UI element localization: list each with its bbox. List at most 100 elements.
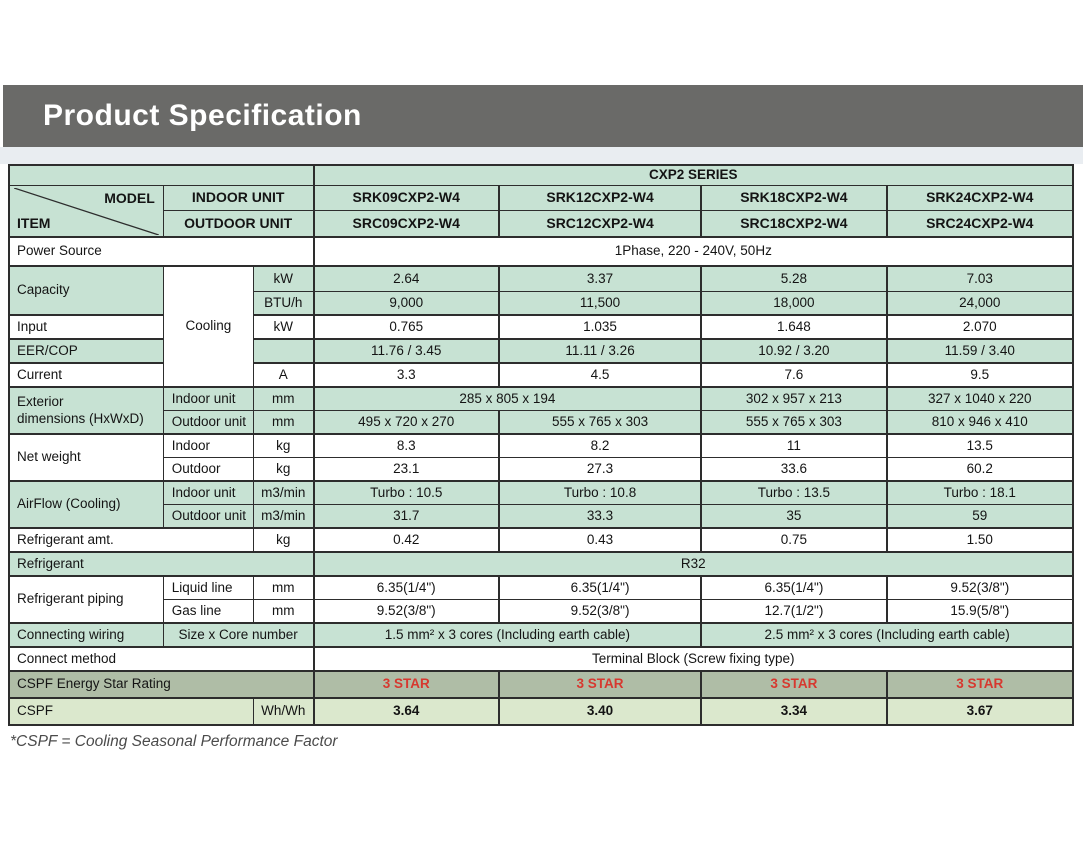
current-value: 4.5 <box>497 362 702 388</box>
capacity-btu-value: 9,000 <box>312 291 500 316</box>
capacity-kw-unit: kW <box>252 265 315 292</box>
refrigerant-value: R32 <box>312 551 1074 577</box>
row-net-weight-indoor: Net weight Indoor kg 8.3 8.2 11 13.5 <box>8 433 1074 482</box>
net-weight-outdoor-value: 27.3 <box>497 457 702 482</box>
indoor-model-srk24: SRK24CXP2-W4 <box>885 185 1074 211</box>
cspf-label: CSPF <box>8 697 254 726</box>
eer-cop-value: 11.59 / 3.40 <box>885 338 1074 364</box>
capacity-kw-value: 7.03 <box>885 265 1074 292</box>
capacity-btu-unit: BTU/h <box>252 291 315 316</box>
cspf-value: 3.34 <box>700 697 888 726</box>
dimensions-indoor-unit: mm <box>252 386 315 411</box>
piping-label: Refrigerant piping <box>8 575 164 624</box>
dimensions-outdoor-value: 555 x 765 x 303 <box>700 410 888 435</box>
net-weight-outdoor-value: 60.2 <box>885 457 1074 482</box>
eer-cop-value: 11.76 / 3.45 <box>312 338 500 364</box>
airflow-outdoor-value: 35 <box>700 504 888 529</box>
row-cspf: CSPF Wh/Wh 3.64 3.40 3.34 3.67 <box>8 697 1074 726</box>
net-weight-indoor-sub: Indoor <box>162 433 254 458</box>
outdoor-model-src09: SRC09CXP2-W4 <box>312 210 500 238</box>
piping-liquid-value: 6.35(1/4") <box>700 575 888 600</box>
net-weight-outdoor-unit: kg <box>252 457 315 482</box>
airflow-indoor-value: Turbo : 10.5 <box>312 480 500 505</box>
dimensions-indoor-value-merged: 285 x 805 x 194 <box>312 386 702 411</box>
refrigerant-amt-label: Refrigerant amt. <box>8 527 254 553</box>
refrigerant-amt-value: 0.42 <box>312 527 500 553</box>
model-label: MODEL <box>104 189 155 206</box>
eer-cop-label: EER/COP <box>8 338 164 364</box>
piping-liquid-sub: Liquid line <box>162 575 254 600</box>
connect-method-label: Connect method <box>8 646 315 672</box>
eer-cop-value: 11.11 / 3.26 <box>497 338 702 364</box>
airflow-indoor-sub: Indoor unit <box>162 480 254 505</box>
piping-gas-unit: mm <box>252 599 315 624</box>
airflow-outdoor-value: 31.7 <box>312 504 500 529</box>
series-title: CXP2 SERIES <box>312 164 1074 186</box>
wiring-value-small: 1.5 mm² x 3 cores (Including earth cable… <box>312 622 702 648</box>
net-weight-indoor-unit: kg <box>252 433 315 458</box>
capacity-btu-value: 18,000 <box>700 291 888 316</box>
capacity-kw-value: 3.37 <box>497 265 702 292</box>
piping-liquid-unit: mm <box>252 575 315 600</box>
row-piping-liquid: Refrigerant piping Liquid line mm 6.35(1… <box>8 575 1074 624</box>
row-connect-method: Connect method Terminal Block (Screw fix… <box>8 646 1074 672</box>
current-value: 7.6 <box>700 362 888 388</box>
indoor-model-srk12: SRK12CXP2-W4 <box>497 185 702 211</box>
airflow-indoor-unit: m3/min <box>252 480 315 505</box>
row-piping-gas: Gas line mm 9.52(3/8") 9.52(3/8") 12.7(1… <box>9 599 1074 624</box>
dimensions-indoor-sub: Indoor unit <box>162 386 254 411</box>
piping-gas-value: 9.52(3/8") <box>497 599 702 624</box>
airflow-outdoor-sub: Outdoor unit <box>162 504 254 529</box>
row-power-source: Power Source 1Phase, 220 - 240V, 50Hz <box>8 236 1074 267</box>
outdoor-unit-header: OUTDOOR UNIT <box>162 210 315 238</box>
page-title: Product Specification <box>43 99 362 132</box>
airflow-indoor-value: Turbo : 10.8 <box>497 480 702 505</box>
outdoor-model-src24: SRC24CXP2-W4 <box>885 210 1074 238</box>
row-airflow-outdoor: Outdoor unit m3/min 31.7 33.3 35 59 <box>9 504 1074 529</box>
esr-label: CSPF Energy Star Rating <box>8 670 315 699</box>
net-weight-indoor-value: 8.2 <box>497 433 702 458</box>
net-weight-indoor-value: 11 <box>700 433 888 458</box>
outdoor-model-src18: SRC18CXP2-W4 <box>700 210 888 238</box>
item-label: ITEM <box>17 215 51 231</box>
section-title-bar: Product Specification <box>3 85 1083 147</box>
dimensions-outdoor-value: 495 x 720 x 270 <box>312 410 500 435</box>
airflow-indoor-value: Turbo : 18.1 <box>885 480 1074 505</box>
net-weight-outdoor-sub: Outdoor <box>162 457 254 482</box>
model-item-corner-cell: MODEL ITEM <box>8 185 164 238</box>
row-dimensions-indoor: Exterior dimensions (HxWxD) Indoor unit … <box>8 386 1074 435</box>
piping-gas-value: 9.52(3/8") <box>312 599 500 624</box>
input-unit: kW <box>252 314 315 340</box>
refrigerant-amt-value: 1.50 <box>885 527 1074 553</box>
capacity-btu-value: 11,500 <box>497 291 702 316</box>
airflow-outdoor-value: 59 <box>885 504 1074 529</box>
indoor-unit-header: INDOOR UNIT <box>162 185 315 211</box>
outdoor-model-src12: SRC12CXP2-W4 <box>497 210 702 238</box>
dimensions-outdoor-unit: mm <box>252 410 315 435</box>
capacity-kw-value: 2.64 <box>312 265 500 292</box>
current-value: 9.5 <box>885 362 1074 388</box>
input-label: Input <box>8 314 164 340</box>
row-esr: CSPF Energy Star Rating 3 STAR 3 STAR 3 … <box>8 670 1074 699</box>
airflow-indoor-value: Turbo : 13.5 <box>700 480 888 505</box>
refrigerant-amt-value: 0.43 <box>497 527 702 553</box>
esr-value: 3 STAR <box>700 670 888 699</box>
input-value: 1.035 <box>497 314 702 340</box>
product-spec-table: CXP2 SERIES MODEL ITEM INDOOR UNIT SRK09… <box>8 164 1074 726</box>
airflow-outdoor-value: 33.3 <box>497 504 702 529</box>
cspf-footnote: *CSPF = Cooling Seasonal Performance Fac… <box>10 733 338 750</box>
net-weight-indoor-value: 13.5 <box>885 433 1074 458</box>
wiring-sub: Size x Core number <box>162 622 315 648</box>
dimensions-indoor-value: 327 x 1040 x 220 <box>885 386 1074 411</box>
row-net-weight-outdoor: Outdoor kg 23.1 27.3 33.6 60.2 <box>9 457 1074 482</box>
net-weight-outdoor-value: 23.1 <box>312 457 500 482</box>
esr-value: 3 STAR <box>497 670 702 699</box>
cspf-value: 3.64 <box>312 697 500 726</box>
row-connecting-wiring: Connecting wiring Size x Core number 1.5… <box>8 622 1074 648</box>
current-value: 3.3 <box>312 362 500 388</box>
piping-gas-value: 12.7(1/2") <box>700 599 888 624</box>
airflow-outdoor-unit: m3/min <box>252 504 315 529</box>
eer-cop-unit <box>252 338 315 364</box>
wiring-label: Connecting wiring <box>8 622 164 648</box>
refrigerant-amt-unit: kg <box>252 527 315 553</box>
